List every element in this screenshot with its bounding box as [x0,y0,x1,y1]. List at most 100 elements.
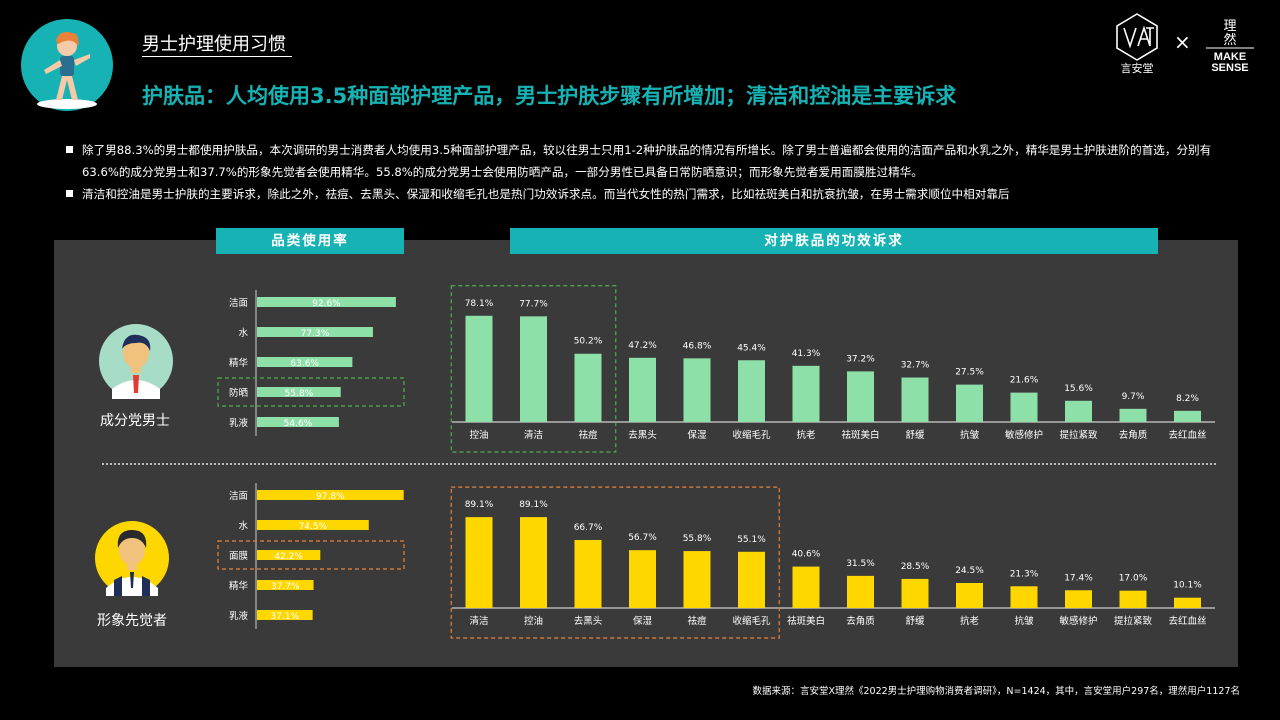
vbar-category-label: 清洁 [524,429,543,441]
vbar-category-label: 抗老 [796,429,816,441]
vbar-value-label: 41.3% [792,349,821,359]
vbar-value-label: 55.8% [683,534,712,544]
vbar-value-label: 28.5% [901,562,930,572]
vbar-category-label: 敏感修护 [1005,429,1043,441]
bullet-marker [66,146,73,153]
ingredient-man-label: 成分党男士 [100,413,170,429]
vbar-bar [1010,586,1038,608]
hbar-category-label: 洁面 [229,297,248,309]
vbar-value-label: 10.1% [1173,581,1202,591]
vbar-bar [956,583,983,608]
vbar-bar [629,357,656,422]
vbar-bar [520,316,547,422]
vbar-category-label: 控油 [469,429,488,441]
vbar-value-label: 37.2% [846,354,875,364]
vbar-category-label: 祛痘 [687,615,707,627]
vbar-bar [465,315,493,422]
vbar-value-label: 31.5% [846,559,875,569]
hbar-bar [257,550,321,560]
efficacy-demand-header: 对护肤品的功效诉求 [510,228,1158,254]
vbar-value-label: 21.6% [1010,376,1039,386]
highlight-box [450,486,780,639]
headline: 护肤品：人均使用3.5种面部护理产品，男士护肤步骤有所增加；清洁和控油是主要诉求 [142,84,957,108]
section-title: 男士护理使用习惯 [142,34,286,55]
hbar-value-label: 54.6% [284,419,313,429]
logo-left-text: 言安堂 [1121,61,1154,74]
vbar-value-label: 32.7% [901,361,930,371]
vbar-bar [1174,410,1201,422]
vbar-category-label: 去黑头 [628,429,657,441]
hbar-value-label: 77.3% [301,329,330,339]
hbar-value-label: 37.1% [271,612,300,622]
vbar-bar [738,360,765,422]
makesense-logo: 理 然 MAKE SENSE [1206,19,1254,74]
vbar-value-label: 27.5% [955,368,984,378]
vbar-bar [847,371,874,422]
logo-right-en-2: SENSE [1211,62,1248,74]
vbar-bar [847,575,874,608]
logo-times-sign: × [1174,30,1191,54]
vbar-category-label: 敏感修护 [1059,615,1097,627]
vbar-category-label: 抗皱 [1014,615,1034,627]
hbar-value-label: 37.7% [271,582,300,592]
vbar-bar [683,358,711,422]
hbar-value-label: 55.8% [285,389,314,399]
vbar-value-label: 15.6% [1064,384,1093,394]
vbar-bar [792,365,820,422]
hbar-value-label: 74.5% [299,522,328,532]
group-divider [102,463,1216,465]
vbar-category-label: 祛斑美白 [841,429,879,441]
vbar-bar [1119,590,1147,608]
ingredient-man-avatar [99,324,173,399]
mascot-logo [21,19,113,111]
highlight-box [217,377,405,407]
vbar-bar [520,517,547,608]
vbar-value-label: 66.7% [574,523,603,533]
logo-right-en-1: MAKE [1214,51,1246,63]
vbar-category-label: 舒缓 [905,615,925,627]
vbar-bar [574,539,602,608]
hbar-bar [257,417,339,427]
vbar-category-label: 保湿 [687,429,707,441]
bullet-text-1: 除了男88.3%的男士都使用护肤品，本次调研的男士消费者人均使用3.5种面部护理… [82,143,1212,179]
hbar-category-label: 精华 [229,580,249,592]
bullet-text-2: 清洁和控油是男士护肤的主要诉求，除此之外，祛痘、去黑头、保湿和收缩毛孔也是热门功… [82,187,1010,201]
vbar-bar [1174,597,1201,608]
vbar-value-label: 17.0% [1119,574,1148,584]
vbar-value-label: 56.7% [628,533,657,543]
vbar-category-label: 去角质 [846,615,875,627]
hbar-category-label: 洁面 [229,490,248,502]
vbar-category-label: 祛痘 [578,429,598,441]
vbar-bar [738,551,765,608]
hbar-category-label: 面膜 [229,551,249,562]
vbar-bar [465,517,493,608]
vbar-category-label: 提拉紧致 [1114,615,1153,627]
vbar-value-label: 17.4% [1064,573,1093,583]
vbar-bar [901,377,929,422]
vbar-category-label: 控油 [524,615,543,627]
vbar-bar [1065,590,1092,608]
section-title-underline [142,56,292,57]
vbar-category-label: 抗皱 [960,429,980,441]
hbar-bar [257,580,314,590]
vbar-value-label: 89.1% [519,500,548,510]
hbar-category-label: 水 [238,327,248,339]
vbar-value-label: 47.2% [628,341,657,351]
data-source-note: 数据来源：言安堂X理然《2022男士护理购物消费者调研》，N=1424，其中，言… [752,686,1241,697]
yananthang-logo: 言安堂 [1116,13,1158,74]
vbar-value-label: 78.1% [465,299,494,309]
vbar-category-label: 去红血丝 [1168,615,1206,627]
hbar-value-label: 92.6% [312,299,341,309]
vbar-bar [901,578,929,608]
vbar-category-label: 提拉紧致 [1059,429,1098,441]
bullet-marker [66,190,73,197]
vbar-value-label: 8.2% [1176,394,1199,404]
vbar-category-label: 去黑头 [574,615,603,627]
vbar-category-label: 抗老 [960,615,980,627]
logo-right-cn-2: 然 [1223,32,1236,48]
vbar-value-label: 24.5% [955,566,984,576]
vbar-category-label: 去红血丝 [1168,429,1206,441]
hbar-bar [257,327,373,337]
vbar-value-label: 50.2% [574,337,603,347]
